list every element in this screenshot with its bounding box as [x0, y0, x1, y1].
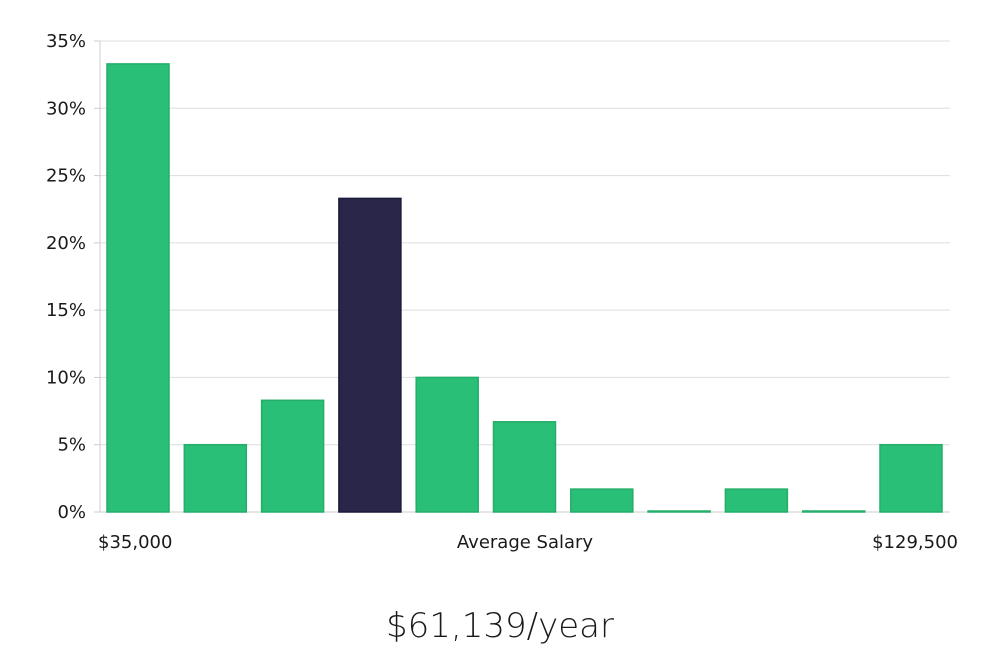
x-max-label: $129,500 — [872, 532, 958, 553]
y-tick-label: 25% — [46, 166, 86, 187]
bar — [647, 510, 711, 513]
bar — [724, 488, 789, 513]
bar — [106, 63, 170, 513]
y-tick-label: 15% — [46, 300, 86, 321]
salary-histogram: 0% 5% 10% 15% 20% 25% 30% 35% $35,000 Average S… — [46, 31, 958, 553]
bar-highlighted — [338, 197, 402, 513]
y-tick-label: 0% — [57, 502, 86, 523]
bar — [879, 443, 943, 513]
y-tick-label: 5% — [57, 435, 86, 456]
y-tick-label: 30% — [46, 98, 86, 119]
gridlines — [100, 40, 950, 446]
bar — [492, 421, 557, 513]
bar — [260, 399, 325, 513]
y-tick-label: 20% — [46, 233, 86, 254]
bar — [415, 376, 479, 513]
bars — [106, 63, 943, 513]
x-min-label: $35,000 — [98, 532, 172, 553]
y-tick-label: 10% — [46, 367, 86, 388]
x-axis-title: Average Salary — [457, 532, 594, 553]
bar — [801, 510, 866, 513]
y-axis-ticks: 0% 5% 10% 15% 20% 25% 30% 35% — [46, 31, 100, 523]
bar — [570, 488, 634, 513]
y-tick-label: 35% — [46, 31, 86, 52]
average-salary-value: $61,139/year — [386, 606, 614, 646]
bar — [183, 443, 248, 513]
